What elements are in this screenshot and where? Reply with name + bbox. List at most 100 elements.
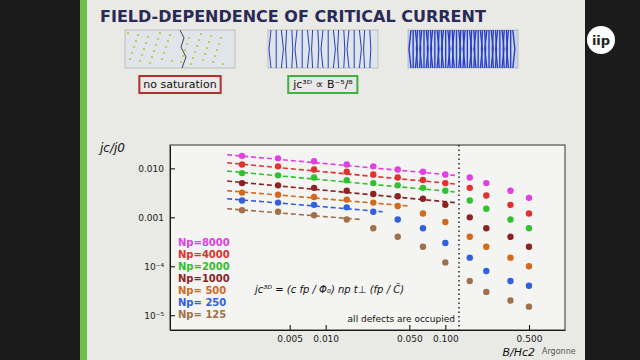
vortex-line: [474, 30, 476, 68]
data-point: [442, 187, 448, 193]
y-tick: 0.001: [138, 213, 175, 223]
data-point: [311, 202, 317, 208]
series-points: [239, 153, 532, 201]
vortex-line: [321, 30, 323, 68]
defect-dot: [169, 34, 171, 36]
title: FIELD-DEPENDENCE OF CRITICAL CURRENT: [100, 7, 486, 26]
data-point: [483, 289, 489, 295]
x-axis: 0.0050.0100.0500.1000.500: [171, 325, 566, 344]
series-points: [239, 207, 532, 310]
data-point: [275, 155, 281, 161]
vortex-line: [295, 30, 297, 68]
data-point: [344, 177, 350, 183]
defect-dot: [222, 63, 224, 65]
data-point: [344, 169, 350, 175]
data-point: [420, 196, 426, 202]
data-point: [344, 204, 350, 210]
data-point: [275, 191, 281, 197]
panel-label-box: [288, 76, 357, 93]
data-point: [442, 171, 448, 177]
data-point: [467, 214, 473, 220]
vortex-line: [359, 30, 361, 68]
defect-dot: [151, 56, 153, 58]
x-tick-label: 0.005: [277, 334, 303, 344]
defect-dot: [141, 54, 143, 56]
panel-label-box: [139, 76, 220, 93]
y-tick-label: 0.001: [138, 213, 164, 223]
slide-stripe: [80, 0, 87, 360]
data-point: [275, 163, 281, 169]
data-point: [275, 172, 281, 178]
defect-dot: [145, 42, 147, 44]
vortex-line: [347, 30, 349, 68]
vortex-line: [445, 30, 446, 68]
series-points: [239, 161, 532, 216]
data-point: [275, 182, 281, 188]
fit-line: [227, 171, 455, 192]
simulation-panel: [125, 30, 235, 68]
data-point: [239, 180, 245, 186]
vortex-line: [467, 30, 468, 68]
data-point: [239, 189, 245, 195]
data-point: [442, 219, 448, 225]
y-tick-label: 10⁻⁴: [144, 262, 164, 272]
vortex-line: [302, 30, 303, 68]
data-point: [420, 169, 426, 175]
plot-marks: [227, 145, 532, 330]
panel-label: jc³ᴰ ∝ B⁻⁵/⁸: [288, 76, 357, 93]
vortex-line: [502, 30, 504, 68]
defect-dot: [159, 32, 161, 34]
formula: jc³ᴰ = (c fp / Φ₀) np t⊥ (fp / C̃): [253, 283, 404, 295]
x-tick-mark: [290, 325, 291, 330]
x-tick: 0.050: [397, 325, 423, 344]
data-point: [483, 206, 489, 212]
data-point: [420, 225, 426, 231]
legend-entry: Np= 125: [178, 309, 226, 320]
defect-dot: [220, 37, 222, 39]
data-point: [344, 196, 350, 202]
defect-dot: [208, 41, 210, 43]
panel-label-text: jc³ᴰ ∝ B⁻⁵/⁸: [292, 78, 353, 91]
y-tick-mark: [170, 217, 175, 218]
defect-dot: [133, 46, 135, 48]
data-point: [395, 216, 401, 222]
vortex-line: [307, 30, 309, 68]
defect-dot: [137, 34, 139, 36]
x-tick: 0.010: [313, 325, 339, 344]
data-point: [507, 202, 513, 208]
vortex-line: [417, 30, 418, 68]
legend-entry: Np=2000: [178, 261, 230, 272]
vortex-line: [482, 30, 483, 68]
data-point: [311, 185, 317, 191]
data-point: [507, 254, 513, 260]
vortex-line: [292, 30, 293, 68]
series-points: [239, 197, 532, 289]
vortex-line: [431, 30, 433, 68]
data-point: [483, 225, 489, 231]
vortex-line: [471, 30, 472, 68]
defect-dot: [200, 33, 202, 35]
legend-entry: Np=1000: [178, 273, 230, 284]
vortex-line: [427, 30, 428, 68]
x-axis-title: B/Hc2: [502, 346, 535, 359]
data-point: [420, 185, 426, 191]
x-tick-mark: [326, 325, 327, 330]
vortex-line: [456, 30, 457, 68]
vortex-line: [496, 30, 498, 68]
legend-entry: Np=8000: [178, 237, 230, 248]
vortex-line: [477, 30, 478, 68]
defect-dot: [155, 44, 157, 46]
y-tick-label: 0.010: [138, 164, 164, 174]
vortex-line: [281, 30, 283, 68]
data-point: [395, 174, 401, 180]
data-point: [275, 209, 281, 215]
data-point: [395, 182, 401, 188]
vortex-line: [438, 30, 439, 68]
data-point: [467, 254, 473, 260]
x-tick-mark: [445, 325, 446, 330]
vortex-line: [344, 30, 345, 68]
defect-dot: [147, 36, 149, 38]
data-point: [239, 207, 245, 213]
panel-image: [125, 30, 235, 68]
logo-text: iip: [592, 33, 610, 48]
